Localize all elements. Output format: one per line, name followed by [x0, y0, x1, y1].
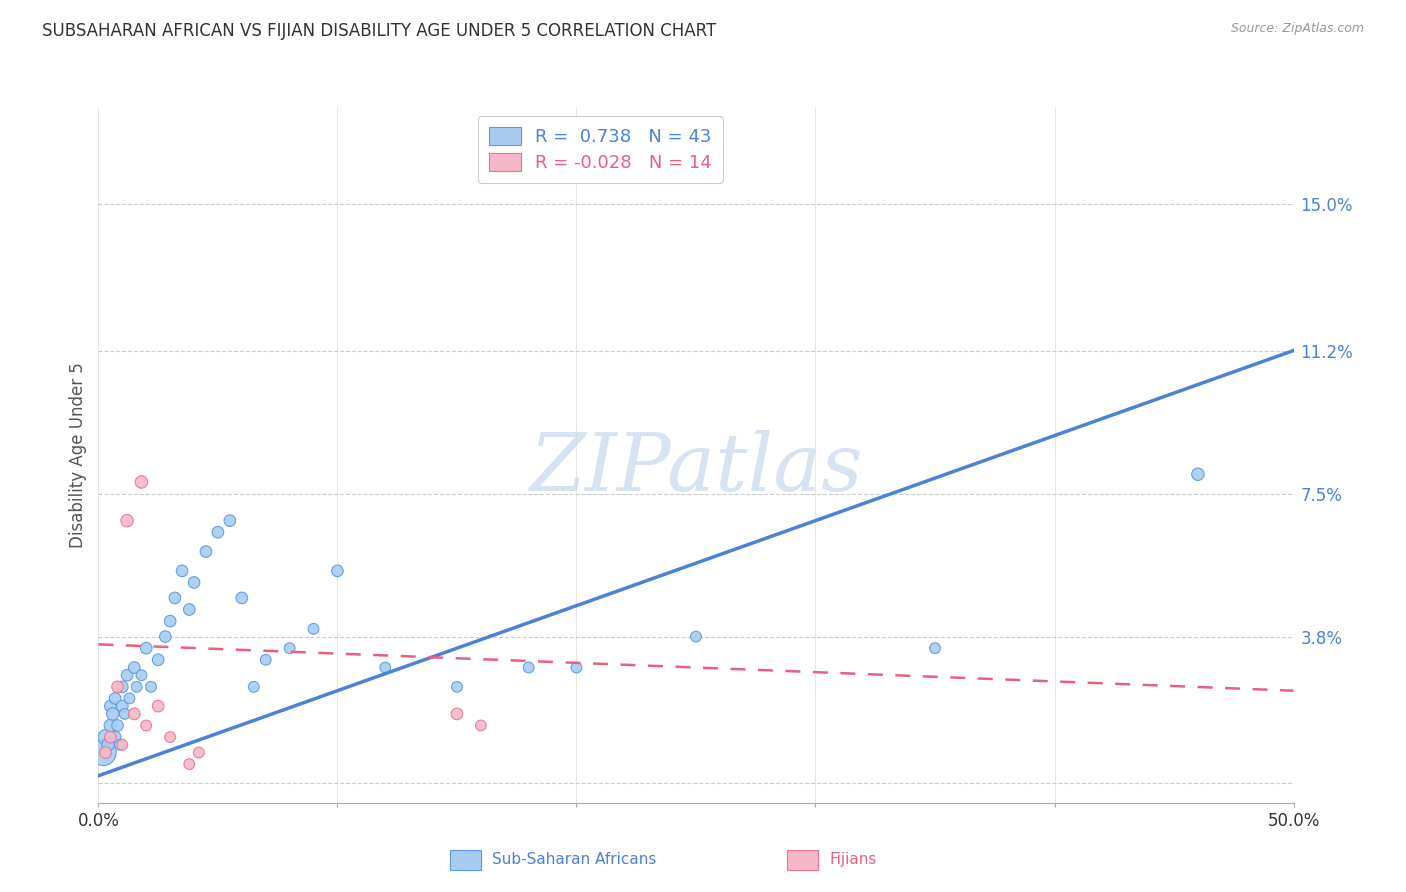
Point	[159, 614, 181, 628]
Point	[187, 746, 209, 760]
Point	[98, 730, 122, 744]
Point	[111, 680, 134, 694]
Text: ZIPatlas: ZIPatlas	[529, 430, 863, 508]
Point	[107, 680, 129, 694]
Point	[517, 660, 540, 674]
Point	[374, 660, 396, 674]
Point	[179, 757, 201, 772]
Point	[924, 641, 946, 656]
Point	[231, 591, 253, 605]
Point	[115, 668, 138, 682]
Point	[278, 641, 301, 656]
Point	[94, 730, 117, 744]
Point	[91, 746, 114, 760]
Point	[254, 653, 277, 667]
Point	[446, 706, 468, 721]
Point	[155, 630, 177, 644]
Point	[1187, 467, 1209, 482]
Point	[94, 746, 117, 760]
Point	[302, 622, 325, 636]
Point	[685, 630, 707, 644]
Point	[219, 514, 242, 528]
Point	[139, 680, 162, 694]
Point	[470, 718, 492, 732]
Point	[118, 691, 141, 706]
Text: Sub-Saharan Africans: Sub-Saharan Africans	[492, 853, 657, 867]
Point	[111, 738, 134, 752]
Point	[326, 564, 349, 578]
Point	[565, 660, 588, 674]
Point	[98, 699, 122, 714]
Point	[97, 738, 120, 752]
Y-axis label: Disability Age Under 5: Disability Age Under 5	[69, 362, 87, 548]
Point	[135, 641, 157, 656]
Point	[159, 730, 181, 744]
Point	[115, 514, 138, 528]
Point	[108, 738, 131, 752]
Point	[243, 680, 266, 694]
Point	[107, 718, 129, 732]
Point	[104, 730, 127, 744]
Point	[163, 591, 186, 605]
Text: Source: ZipAtlas.com: Source: ZipAtlas.com	[1230, 22, 1364, 36]
Point	[98, 718, 122, 732]
Point	[114, 706, 136, 721]
Point	[131, 668, 153, 682]
Point	[131, 475, 153, 489]
Point	[446, 680, 468, 694]
Point	[179, 602, 201, 616]
Point	[124, 660, 146, 674]
Point	[111, 699, 134, 714]
Point	[183, 575, 205, 590]
Text: Fijians: Fijians	[830, 853, 877, 867]
Point	[101, 706, 124, 721]
Point	[135, 718, 157, 732]
Point	[148, 653, 170, 667]
Point	[207, 525, 229, 540]
Point	[104, 691, 127, 706]
Legend: R =  0.738   N = 43, R = -0.028   N = 14: R = 0.738 N = 43, R = -0.028 N = 14	[478, 116, 723, 183]
Point	[148, 699, 170, 714]
Point	[125, 680, 148, 694]
Text: SUBSAHARAN AFRICAN VS FIJIAN DISABILITY AGE UNDER 5 CORRELATION CHART: SUBSAHARAN AFRICAN VS FIJIAN DISABILITY …	[42, 22, 717, 40]
Point	[124, 706, 146, 721]
Point	[194, 544, 217, 558]
Point	[172, 564, 194, 578]
